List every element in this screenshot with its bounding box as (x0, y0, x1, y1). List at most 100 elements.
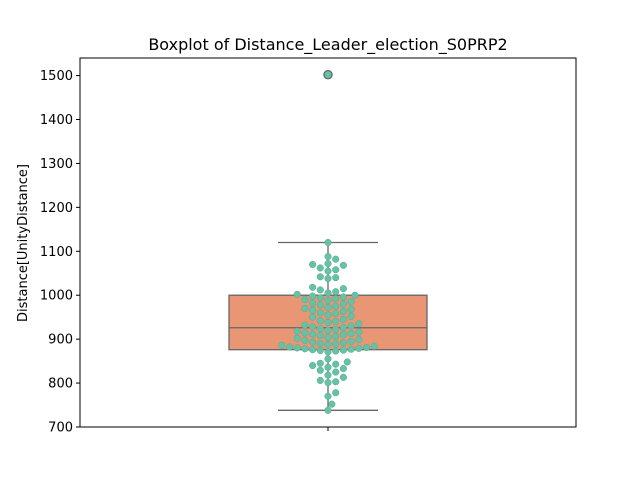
swarm-point (324, 371, 332, 379)
swarm-point (316, 332, 324, 340)
swarm-point (339, 346, 347, 354)
swarm-point (301, 321, 309, 329)
swarm-point (309, 299, 317, 307)
swarm-point (316, 366, 324, 374)
swarm-point (339, 307, 347, 316)
swarm-point (355, 328, 363, 336)
y-tick-label: 800 (48, 377, 73, 392)
y-tick-label: 1000 (40, 289, 73, 304)
swarm-point (339, 315, 347, 323)
swarm-point (309, 346, 317, 354)
swarm-point (339, 331, 347, 339)
y-tick-label: 900 (48, 333, 73, 348)
swarm-point (301, 345, 309, 353)
swarm-point (332, 266, 340, 274)
swarm-point (332, 274, 340, 282)
swarm-point (332, 347, 340, 355)
swarm-point (316, 325, 324, 333)
swarm-point (332, 310, 340, 318)
swarm-point (293, 334, 301, 342)
swarm-point (309, 323, 317, 331)
swarm-point (316, 273, 324, 281)
swarm-point (324, 348, 332, 356)
swarm-point (347, 298, 355, 306)
y-tick-label: 1500 (40, 69, 73, 84)
swarm-point (316, 376, 324, 384)
swarm-point (324, 318, 332, 327)
swarm-point (339, 300, 347, 308)
swarm-point (301, 336, 309, 345)
swarm-point (332, 368, 340, 376)
swarm-point (278, 341, 286, 349)
swarm-point (332, 389, 340, 397)
swarm-point (324, 289, 332, 297)
swarm-point (301, 304, 309, 312)
swarm-point (316, 347, 324, 355)
swarm-point (347, 337, 355, 345)
swarm-point (324, 363, 332, 371)
swarm-point (324, 303, 332, 312)
swarm-point (309, 260, 317, 269)
swarm-point (332, 340, 340, 348)
y-tick-label: 1100 (40, 245, 73, 260)
swarm-point (332, 318, 340, 326)
swarm-point (309, 338, 317, 346)
swarm-point (355, 320, 363, 328)
swarm-point (324, 260, 332, 268)
swarm-point (316, 264, 324, 272)
y-axis-label: Distance[UnityDistance] (16, 164, 31, 322)
swarm-point (324, 267, 332, 275)
swarm-point (332, 378, 340, 386)
swarm-point (309, 361, 317, 370)
chart-title: Boxplot of Distance_Leader_election_S0PR… (148, 35, 507, 55)
swarm-point (351, 291, 359, 299)
swarm-point (324, 379, 332, 387)
swarm-point (332, 288, 340, 296)
swarm-point (332, 332, 340, 341)
swarm-point (332, 255, 340, 263)
swarm-point (301, 296, 309, 304)
swarm-point (355, 336, 363, 344)
swarm-point (347, 312, 355, 320)
swarm-point (293, 290, 301, 298)
swarm-point (324, 274, 332, 283)
swarm-point (324, 71, 332, 79)
swarm-point (316, 339, 324, 348)
swarm-point (324, 238, 332, 247)
swarm-point (332, 295, 340, 303)
swarm-point (343, 358, 351, 366)
swarm-point (339, 285, 347, 293)
swarm-point (332, 360, 340, 368)
swarm-point (324, 253, 332, 261)
swarm-point (332, 325, 340, 334)
swarm-point (355, 344, 363, 352)
y-tick-label: 1200 (40, 201, 73, 216)
swarm-point (309, 330, 317, 338)
swarm-point (293, 344, 301, 352)
swarm-point (324, 406, 332, 414)
plot-area: 700 800 900 1000 1100 1200 1300 1400 1500 (40, 57, 577, 436)
swarm-point (339, 339, 347, 347)
swarm-point (347, 322, 355, 330)
swarm-point (324, 326, 332, 334)
swarm-point (339, 293, 347, 301)
swarm-point (347, 305, 355, 313)
swarm-point (309, 313, 317, 321)
swarm-point (309, 292, 317, 300)
swarm-point (362, 343, 371, 352)
swarm-point (309, 306, 317, 314)
swarm-point (309, 283, 317, 291)
swarm-point (316, 286, 324, 294)
swarm-point (347, 345, 355, 353)
swarm-point (324, 392, 332, 400)
swarm-point (324, 296, 332, 305)
swarm-point (324, 355, 332, 363)
swarm-point (339, 324, 347, 332)
swarm-point (324, 311, 332, 319)
y-tick-label: 700 (48, 421, 73, 436)
y-tick-label: 1400 (40, 113, 73, 128)
swarm-point (316, 359, 324, 367)
swarm-point (339, 261, 347, 269)
swarm-point (339, 365, 347, 373)
